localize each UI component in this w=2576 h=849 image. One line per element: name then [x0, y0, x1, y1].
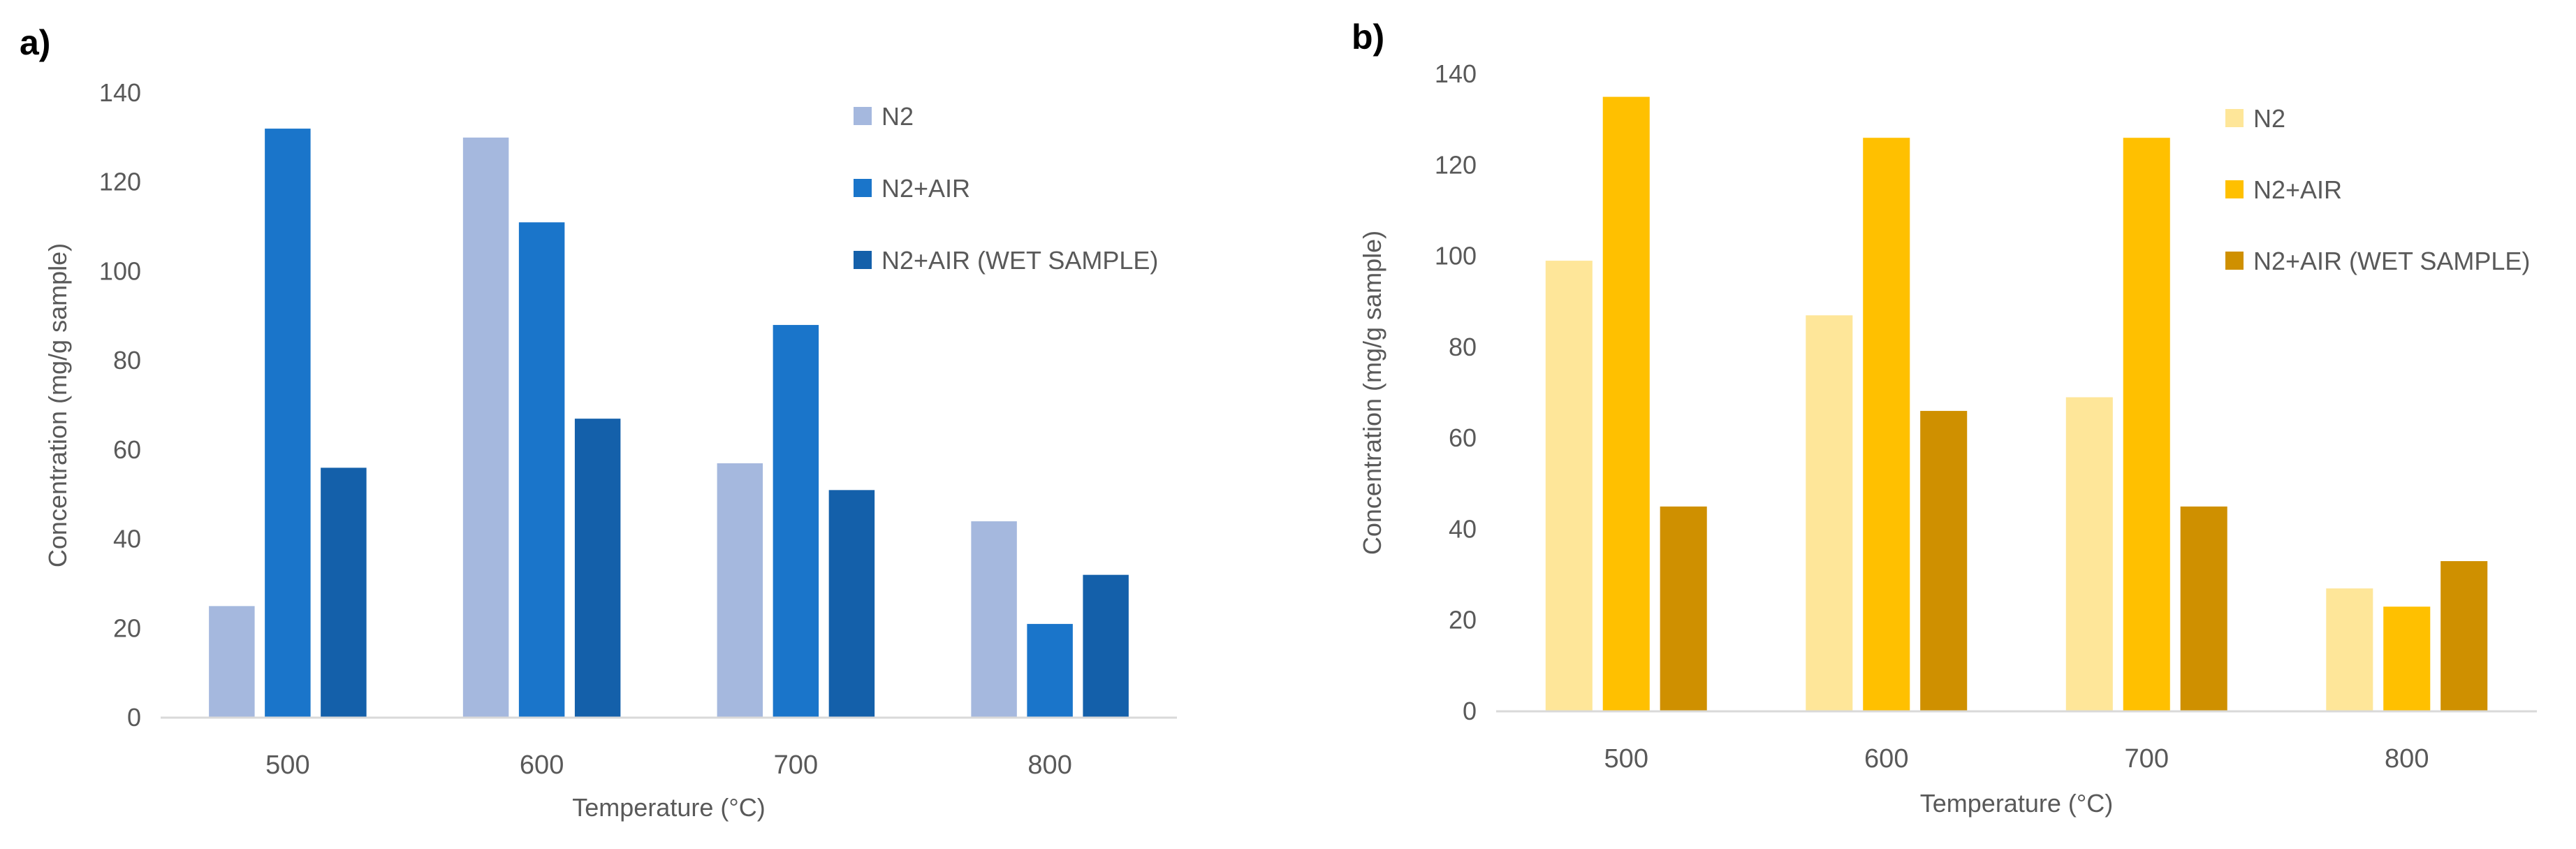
bar-n2-600: [462, 137, 509, 718]
y-tick-label: 0: [127, 703, 141, 732]
bar-n2-500: [1545, 261, 1593, 712]
y-tick-label: 120: [1435, 150, 1477, 179]
y-tick-label: 40: [1449, 514, 1477, 543]
y-axis-title: Concentration (mg/g sample): [43, 243, 72, 567]
legend-label: N2+AIR (WET SAMPLE): [2253, 247, 2530, 275]
bar-n2-air-wet-sample-700: [2180, 506, 2227, 711]
y-tick-label: 100: [1435, 242, 1477, 270]
bar-n2-air-wet-sample-500: [1660, 506, 1707, 711]
legend-swatch: [854, 251, 872, 269]
legend-label: N2+AIR (WET SAMPLE): [881, 246, 1158, 275]
bar-n2-air-500: [1602, 96, 1650, 712]
y-tick-label: 140: [99, 78, 141, 107]
y-tick-label: 60: [113, 435, 141, 464]
y-tick-label: 40: [113, 525, 141, 553]
x-tick-label: 500: [1604, 744, 1648, 774]
bar-n2-air-800: [2383, 607, 2431, 711]
legend-swatch: [854, 179, 872, 197]
y-tick-label: 140: [1435, 59, 1477, 88]
y-tick-label: 20: [1449, 606, 1477, 634]
y-tick-label: 120: [99, 168, 141, 196]
bar-n2-800: [2326, 588, 2373, 711]
bar-n2-700: [2065, 397, 2113, 711]
bar-n2-600: [1806, 315, 1853, 711]
y-tick-label: 20: [113, 614, 141, 642]
x-axis-title: Temperature (°C): [572, 793, 765, 822]
chart-panel-2: b) 0 20 40 60 80 100 120 140 Concentration (mg/g …: [1352, 17, 2537, 818]
y-tick-label: 80: [113, 346, 141, 375]
legend-label: N2: [2253, 104, 2285, 133]
bar-n2-air-wet-sample-600: [1920, 411, 1968, 711]
x-tick-label: 800: [1027, 750, 1071, 780]
legend-label: N2+AIR: [881, 174, 970, 203]
bar-n2-air-wet-sample-800: [1083, 574, 1129, 718]
legend-swatch: [2225, 109, 2244, 127]
legend-swatch: [2225, 252, 2244, 270]
bar-n2-air-wet-sample-600: [574, 419, 621, 718]
panel-label: b): [1352, 17, 1384, 57]
y-tick-label: 60: [1449, 423, 1477, 452]
bar-n2-air-600: [1863, 138, 1910, 711]
bar-n2-700: [717, 463, 763, 718]
panel-label: a): [20, 23, 50, 62]
y-tick-label: 80: [1449, 333, 1477, 361]
chart-panel-1: a) 0 20 40 60 80 100 120 140 Concentration (mg/g …: [20, 23, 1177, 822]
legend: N2 N2+AIR N2+AIR (WET SAMPLE): [854, 102, 1158, 275]
bar-n2-air-wet-sample-500: [321, 467, 367, 718]
y-tick-label: 0: [1463, 697, 1477, 725]
bar-n2-air-600: [518, 222, 565, 718]
bar-n2-500: [209, 606, 255, 718]
y-axis-title: Concentration (mg/g sample): [1358, 231, 1386, 555]
bar-n2-air-700: [773, 325, 819, 718]
bar-n2-air-800: [1027, 623, 1073, 718]
bar-n2-800: [971, 521, 1017, 718]
x-tick-label: 600: [520, 750, 564, 780]
bar-n2-air-wet-sample-800: [2440, 561, 2488, 711]
legend-swatch: [854, 107, 872, 125]
bar-n2-air-700: [2123, 138, 2170, 711]
legend-label: N2+AIR: [2253, 175, 2342, 204]
x-tick-label: 700: [2125, 744, 2169, 774]
x-tick-label: 600: [1864, 744, 1908, 774]
bar-n2-air-wet-sample-700: [828, 490, 875, 718]
legend: N2 N2+AIR N2+AIR (WET SAMPLE): [2225, 104, 2530, 275]
x-tick-label: 500: [265, 750, 309, 780]
legend-swatch: [2225, 180, 2244, 198]
bar-n2-air-500: [265, 129, 311, 718]
y-tick-label: 100: [99, 256, 141, 285]
legend-label: N2: [881, 102, 914, 131]
x-tick-label: 700: [774, 750, 818, 780]
x-axis-title: Temperature (°C): [1920, 789, 2113, 818]
x-tick-label: 800: [2385, 744, 2429, 774]
